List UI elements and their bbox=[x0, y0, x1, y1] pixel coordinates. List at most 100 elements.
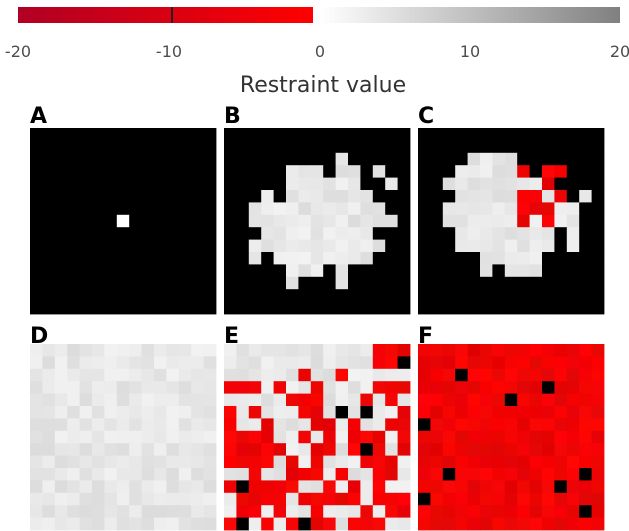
heatmap-cell bbox=[166, 165, 180, 178]
heatmap-cell bbox=[191, 152, 204, 166]
heatmap-cell bbox=[203, 252, 217, 265]
heatmap-cell bbox=[30, 492, 43, 506]
heatmap-cell bbox=[323, 344, 336, 357]
heatmap-cell bbox=[579, 406, 592, 419]
heatmap-cell bbox=[286, 492, 299, 506]
heatmap-cell bbox=[224, 214, 237, 228]
heatmap-cell bbox=[224, 455, 237, 469]
heatmap-cell bbox=[529, 276, 543, 290]
heatmap-cell bbox=[385, 505, 398, 518]
heatmap-cell bbox=[310, 252, 324, 265]
heatmap-cell bbox=[203, 468, 217, 481]
heatmap-cell bbox=[385, 202, 398, 216]
heatmap-cell bbox=[104, 214, 118, 228]
heatmap-cell bbox=[529, 177, 543, 191]
heatmap-cell bbox=[323, 517, 336, 531]
heatmap-cell bbox=[30, 264, 43, 278]
heatmap-cell bbox=[504, 344, 518, 357]
heatmap-cell bbox=[203, 202, 217, 216]
heatmap-cell bbox=[141, 252, 155, 265]
heatmap-cell bbox=[492, 418, 506, 432]
heatmap-cell bbox=[310, 393, 324, 407]
heatmap-cell bbox=[467, 393, 481, 407]
heatmap-cell bbox=[79, 505, 93, 518]
heatmap-cell bbox=[224, 202, 237, 216]
heatmap-cell bbox=[455, 393, 468, 407]
heatmap-cell bbox=[310, 227, 324, 240]
heatmap-cell bbox=[203, 517, 217, 531]
heatmap-cell bbox=[116, 430, 130, 444]
heatmap-cell bbox=[323, 239, 336, 253]
heatmap-cell bbox=[236, 276, 250, 290]
heatmap-cell bbox=[224, 468, 237, 481]
heatmap-cell bbox=[385, 152, 398, 166]
heatmap-cell bbox=[442, 393, 456, 407]
heatmap-cell bbox=[566, 381, 580, 394]
heatmap-cell bbox=[579, 492, 592, 506]
heatmap-cell bbox=[480, 202, 493, 216]
heatmap-cell bbox=[323, 406, 336, 419]
heatmap-cell bbox=[67, 443, 80, 456]
heatmap-cell bbox=[418, 344, 431, 357]
heatmap-cell bbox=[236, 301, 250, 315]
heatmap-cell bbox=[236, 239, 250, 253]
heatmap-cell bbox=[141, 177, 155, 191]
heatmap-cell bbox=[372, 430, 386, 444]
heatmap-cell bbox=[554, 505, 568, 518]
heatmap-cell bbox=[154, 344, 167, 357]
heatmap-cell bbox=[323, 505, 336, 518]
heatmap-cell bbox=[591, 140, 605, 154]
heatmap-cell bbox=[480, 381, 493, 394]
heatmap-cell bbox=[248, 289, 262, 302]
heatmap-cell bbox=[298, 140, 312, 154]
heatmap-cell bbox=[504, 165, 518, 178]
heatmap-cell bbox=[298, 227, 312, 240]
heatmap-cell bbox=[492, 356, 506, 370]
heatmap-cell bbox=[310, 276, 324, 290]
heatmap-cell bbox=[335, 140, 349, 154]
heatmap-cell bbox=[286, 252, 299, 265]
heatmap-cell bbox=[385, 301, 398, 315]
heatmap-cell bbox=[372, 517, 386, 531]
heatmap-cell bbox=[178, 214, 192, 228]
heatmap-cell bbox=[455, 227, 468, 240]
heatmap-cell bbox=[467, 276, 481, 290]
heatmap-cell bbox=[418, 517, 431, 531]
heatmap-cell bbox=[54, 393, 68, 407]
heatmap-cell bbox=[116, 480, 130, 494]
heatmap-cell bbox=[467, 430, 481, 444]
heatmap-panel-c bbox=[418, 128, 605, 315]
heatmap-cell bbox=[248, 214, 262, 228]
heatmap-cell bbox=[335, 393, 349, 407]
heatmap-cell bbox=[418, 128, 431, 141]
heatmap-cell bbox=[385, 227, 398, 240]
heatmap-cell bbox=[579, 264, 592, 278]
heatmap-cell bbox=[191, 455, 204, 469]
heatmap-cell bbox=[310, 140, 324, 154]
heatmap-cell bbox=[360, 128, 374, 141]
heatmap-cell bbox=[397, 239, 411, 253]
heatmap-cell bbox=[178, 190, 192, 203]
heatmap-cell bbox=[517, 356, 530, 370]
heatmap-cell bbox=[286, 443, 299, 456]
heatmap-cell bbox=[492, 406, 506, 419]
heatmap-cell bbox=[542, 492, 555, 506]
heatmap-cell bbox=[566, 264, 580, 278]
heatmap-panel-b bbox=[224, 128, 411, 315]
heatmap-cell bbox=[360, 443, 374, 456]
heatmap-cell bbox=[455, 443, 468, 456]
heatmap-cell bbox=[248, 190, 262, 203]
heatmap-cell bbox=[224, 252, 237, 265]
heatmap-cell bbox=[166, 239, 180, 253]
heatmap-cell bbox=[191, 430, 204, 444]
heatmap-cell bbox=[517, 381, 530, 394]
heatmap-cell bbox=[141, 165, 155, 178]
heatmap-cell bbox=[54, 430, 68, 444]
heatmap-cell bbox=[178, 128, 192, 141]
heatmap-cell bbox=[504, 301, 518, 315]
heatmap-cell bbox=[591, 289, 605, 302]
heatmap-cell bbox=[178, 443, 192, 456]
heatmap-cell bbox=[335, 177, 349, 191]
heatmap-cell bbox=[129, 430, 142, 444]
heatmap-cell bbox=[129, 152, 142, 166]
